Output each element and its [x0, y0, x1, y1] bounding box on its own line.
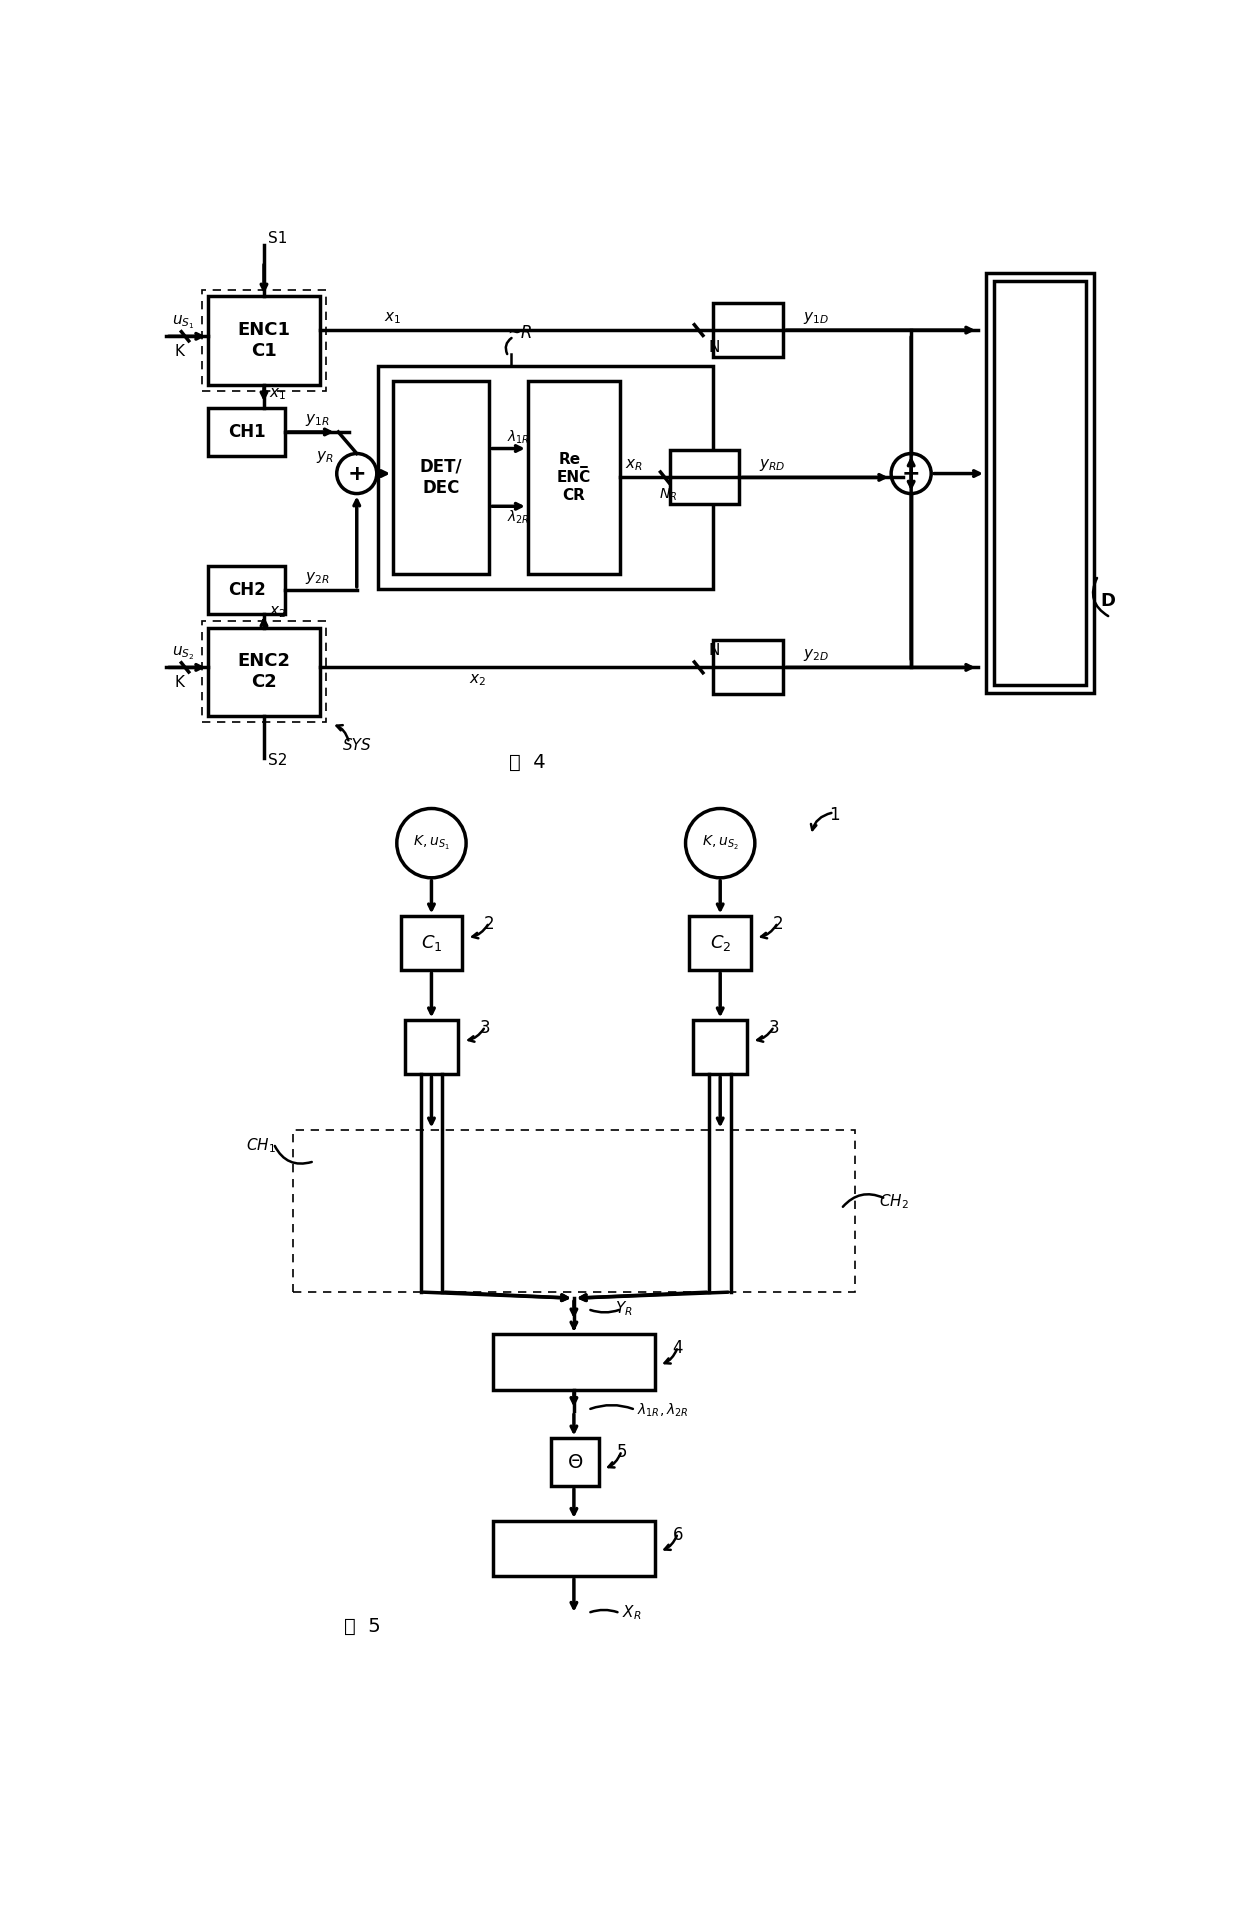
Text: $u_{S_1}$: $u_{S_1}$ — [172, 314, 195, 331]
Text: $x_1$: $x_1$ — [269, 387, 286, 402]
Text: $Y_R$: $Y_R$ — [615, 1299, 632, 1319]
Bar — [202, 291, 326, 391]
Text: $C_2$: $C_2$ — [709, 934, 730, 953]
Bar — [401, 916, 463, 970]
Bar — [528, 381, 620, 574]
Text: +: + — [347, 464, 366, 483]
Bar — [208, 296, 320, 385]
Text: $X_R$: $X_R$ — [621, 1604, 641, 1623]
Text: $N_R$: $N_R$ — [658, 487, 677, 502]
Text: Re_
ENC
CR: Re_ ENC CR — [557, 452, 591, 502]
Text: $y_R$: $y_R$ — [315, 449, 334, 464]
Text: K: K — [175, 676, 185, 691]
Text: S2: S2 — [268, 753, 288, 768]
Text: $y_{RD}$: $y_{RD}$ — [759, 456, 785, 474]
Bar — [494, 1521, 655, 1577]
Text: ENC1
C1: ENC1 C1 — [238, 321, 290, 360]
Text: $x_1$: $x_1$ — [384, 310, 402, 325]
Text: $\Theta$: $\Theta$ — [567, 1453, 583, 1473]
Text: 图  5: 图 5 — [343, 1617, 381, 1636]
Text: $C_1$: $C_1$ — [420, 934, 443, 953]
Text: $CH_2$: $CH_2$ — [879, 1192, 909, 1211]
Text: N: N — [708, 339, 719, 354]
Text: $K,u_{S_1}$: $K,u_{S_1}$ — [413, 834, 450, 853]
Text: $x_2$: $x_2$ — [269, 604, 286, 620]
Text: $y_{2D}$: $y_{2D}$ — [802, 647, 828, 662]
Text: 3: 3 — [480, 1018, 491, 1038]
Text: $\lambda_{1R}$: $\lambda_{1R}$ — [507, 429, 529, 447]
Text: 2: 2 — [773, 914, 784, 934]
Bar — [293, 1130, 854, 1292]
Text: N: N — [708, 643, 719, 658]
Text: 1: 1 — [828, 807, 839, 824]
Bar — [713, 302, 784, 356]
Text: $x_2$: $x_2$ — [469, 672, 486, 687]
Text: $y_{1R}$: $y_{1R}$ — [305, 412, 330, 427]
Bar — [393, 381, 490, 574]
Text: 3: 3 — [769, 1018, 780, 1038]
Text: $u_{S_2}$: $u_{S_2}$ — [172, 645, 195, 662]
Text: 4: 4 — [672, 1340, 683, 1357]
Text: CH1: CH1 — [228, 424, 265, 441]
Text: $y_{1D}$: $y_{1D}$ — [802, 310, 828, 325]
Bar — [551, 1438, 599, 1486]
Text: $x_R$: $x_R$ — [625, 458, 642, 474]
Text: $CH_1$: $CH_1$ — [246, 1136, 275, 1155]
Text: K: K — [175, 345, 185, 360]
Text: 图  4: 图 4 — [510, 753, 546, 772]
Bar — [208, 408, 285, 456]
Text: $\lambda_{1R}, \lambda_{2R}$: $\lambda_{1R}, \lambda_{2R}$ — [637, 1401, 688, 1419]
Text: ENC2
C2: ENC2 C2 — [238, 653, 290, 691]
Bar — [993, 281, 1086, 685]
Text: $K,u_{S_2}$: $K,u_{S_2}$ — [702, 834, 739, 853]
Text: SYS: SYS — [342, 737, 371, 753]
Text: D: D — [1100, 591, 1115, 610]
Bar — [689, 916, 751, 970]
Bar — [208, 566, 285, 614]
Text: DET/
DEC: DET/ DEC — [420, 458, 463, 497]
Text: CH2: CH2 — [228, 581, 265, 599]
Bar — [377, 366, 713, 589]
Bar — [208, 628, 320, 716]
Text: 5: 5 — [616, 1444, 627, 1461]
Text: $\lambda_{2R}$: $\lambda_{2R}$ — [507, 508, 529, 526]
Text: ~R: ~R — [507, 325, 533, 343]
Text: 6: 6 — [672, 1527, 683, 1544]
Text: $y_{2R}$: $y_{2R}$ — [305, 570, 330, 585]
Text: 2: 2 — [484, 914, 495, 934]
Text: S1: S1 — [268, 231, 288, 246]
Bar — [202, 622, 326, 722]
Text: +: + — [901, 464, 920, 483]
Bar — [986, 273, 1094, 693]
Bar — [670, 450, 739, 504]
Bar — [494, 1334, 655, 1390]
Bar — [693, 1020, 748, 1074]
Bar — [404, 1020, 459, 1074]
Bar — [713, 641, 784, 695]
